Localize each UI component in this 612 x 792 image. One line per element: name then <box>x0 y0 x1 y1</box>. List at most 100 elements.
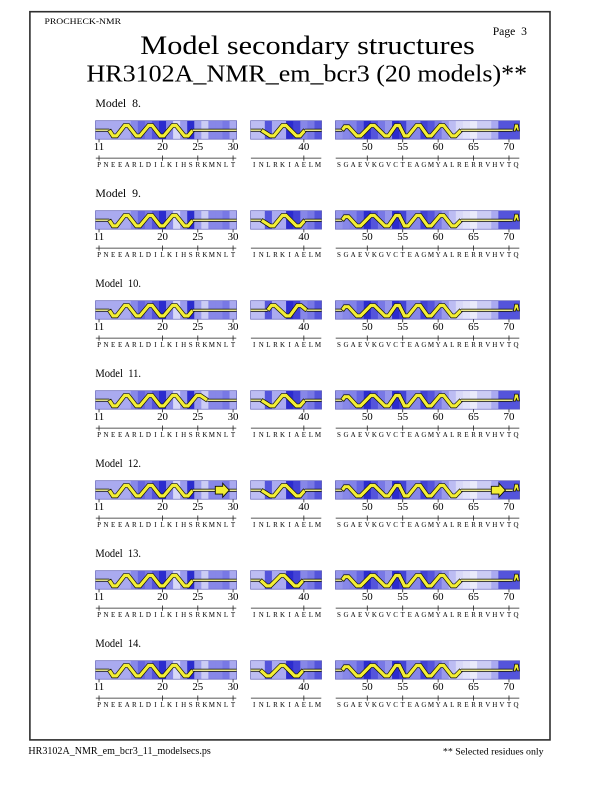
svg-text:G: G <box>421 611 426 619</box>
svg-text:A: A <box>443 251 448 259</box>
svg-text:L: L <box>160 521 164 529</box>
svg-text:V: V <box>386 161 391 169</box>
svg-text:V: V <box>386 341 391 349</box>
svg-text:55: 55 <box>397 591 408 603</box>
svg-text:H: H <box>181 431 186 439</box>
svg-text:A: A <box>414 161 419 169</box>
svg-text:N: N <box>104 521 109 529</box>
svg-text:D: D <box>146 341 151 349</box>
svg-text:20: 20 <box>157 501 168 513</box>
svg-text:E: E <box>464 341 468 349</box>
svg-text:I: I <box>253 611 256 619</box>
svg-text:D: D <box>146 611 151 619</box>
svg-text:M: M <box>428 251 435 259</box>
svg-text:I: I <box>175 341 178 349</box>
svg-text:E: E <box>464 611 468 619</box>
svg-text:Q: Q <box>514 341 519 349</box>
svg-text:50: 50 <box>362 411 373 423</box>
svg-text:E: E <box>358 611 362 619</box>
svg-text:G: G <box>379 431 384 439</box>
svg-text:50: 50 <box>362 321 373 333</box>
svg-text:R: R <box>195 251 200 259</box>
svg-text:L: L <box>309 341 313 349</box>
svg-text:11: 11 <box>94 141 105 153</box>
svg-text:L: L <box>139 521 143 529</box>
svg-text:I: I <box>154 251 157 259</box>
svg-text:L: L <box>450 341 454 349</box>
svg-text:40: 40 <box>298 321 309 333</box>
svg-text:25: 25 <box>192 681 203 693</box>
svg-text:PROCHECK-NMR: PROCHECK-NMR <box>45 16 122 26</box>
svg-text:E: E <box>464 521 468 529</box>
svg-text:E: E <box>302 521 306 529</box>
svg-text:C: C <box>393 611 398 619</box>
svg-text:R: R <box>195 701 200 709</box>
svg-text:V: V <box>365 521 370 529</box>
svg-text:K: K <box>372 521 377 529</box>
svg-text:E: E <box>358 431 362 439</box>
svg-text:A: A <box>351 701 356 709</box>
svg-text:R: R <box>457 701 462 709</box>
svg-text:I: I <box>288 521 291 529</box>
svg-text:A: A <box>443 521 448 529</box>
svg-text:K: K <box>372 341 377 349</box>
svg-text:30: 30 <box>228 321 239 333</box>
svg-text:M: M <box>315 431 322 439</box>
svg-text:R: R <box>132 701 137 709</box>
svg-text:Model 14.: Model 14. <box>95 636 141 650</box>
svg-text:H: H <box>492 701 497 709</box>
svg-text:L: L <box>160 161 164 169</box>
svg-text:N: N <box>259 701 264 709</box>
svg-text:25: 25 <box>192 591 203 603</box>
svg-text:A: A <box>294 701 299 709</box>
svg-text:A: A <box>443 341 448 349</box>
svg-text:H: H <box>181 611 186 619</box>
svg-text:E: E <box>111 701 115 709</box>
svg-text:T: T <box>231 521 236 529</box>
svg-text:L: L <box>309 431 313 439</box>
svg-text:E: E <box>111 341 115 349</box>
svg-text:L: L <box>139 431 143 439</box>
svg-text:R: R <box>478 161 483 169</box>
svg-text:20: 20 <box>157 231 168 243</box>
svg-text:25: 25 <box>192 141 203 153</box>
svg-text:R: R <box>457 251 462 259</box>
svg-text:L: L <box>266 341 270 349</box>
svg-text:R: R <box>273 701 278 709</box>
svg-text:30: 30 <box>228 591 239 603</box>
svg-text:L: L <box>139 701 143 709</box>
svg-text:A: A <box>443 161 448 169</box>
svg-text:N: N <box>216 701 221 709</box>
svg-text:K: K <box>280 161 285 169</box>
svg-text:H: H <box>492 521 497 529</box>
svg-text:25: 25 <box>192 231 203 243</box>
svg-text:A: A <box>351 431 356 439</box>
svg-text:P: P <box>97 431 101 439</box>
svg-text:R: R <box>471 251 476 259</box>
svg-text:I: I <box>288 431 291 439</box>
svg-text:A: A <box>414 611 419 619</box>
svg-text:V: V <box>499 521 504 529</box>
svg-text:M: M <box>209 611 216 619</box>
svg-text:A: A <box>294 161 299 169</box>
svg-text:T: T <box>401 161 406 169</box>
svg-text:R: R <box>478 521 483 529</box>
svg-text:S: S <box>337 431 341 439</box>
svg-text:N: N <box>216 341 221 349</box>
svg-text:A: A <box>125 251 130 259</box>
svg-text:S: S <box>189 701 193 709</box>
svg-text:70: 70 <box>504 411 515 423</box>
svg-text:Y: Y <box>436 701 441 709</box>
svg-text:Y: Y <box>436 161 441 169</box>
svg-text:60: 60 <box>433 141 444 153</box>
svg-text:E: E <box>118 161 122 169</box>
svg-text:E: E <box>302 251 306 259</box>
svg-text:L: L <box>224 701 228 709</box>
svg-text:30: 30 <box>228 231 239 243</box>
svg-text:L: L <box>266 251 270 259</box>
svg-text:S: S <box>337 611 341 619</box>
svg-text:E: E <box>111 431 115 439</box>
svg-text:P: P <box>97 521 101 529</box>
svg-text:A: A <box>294 251 299 259</box>
svg-text:E: E <box>111 161 115 169</box>
